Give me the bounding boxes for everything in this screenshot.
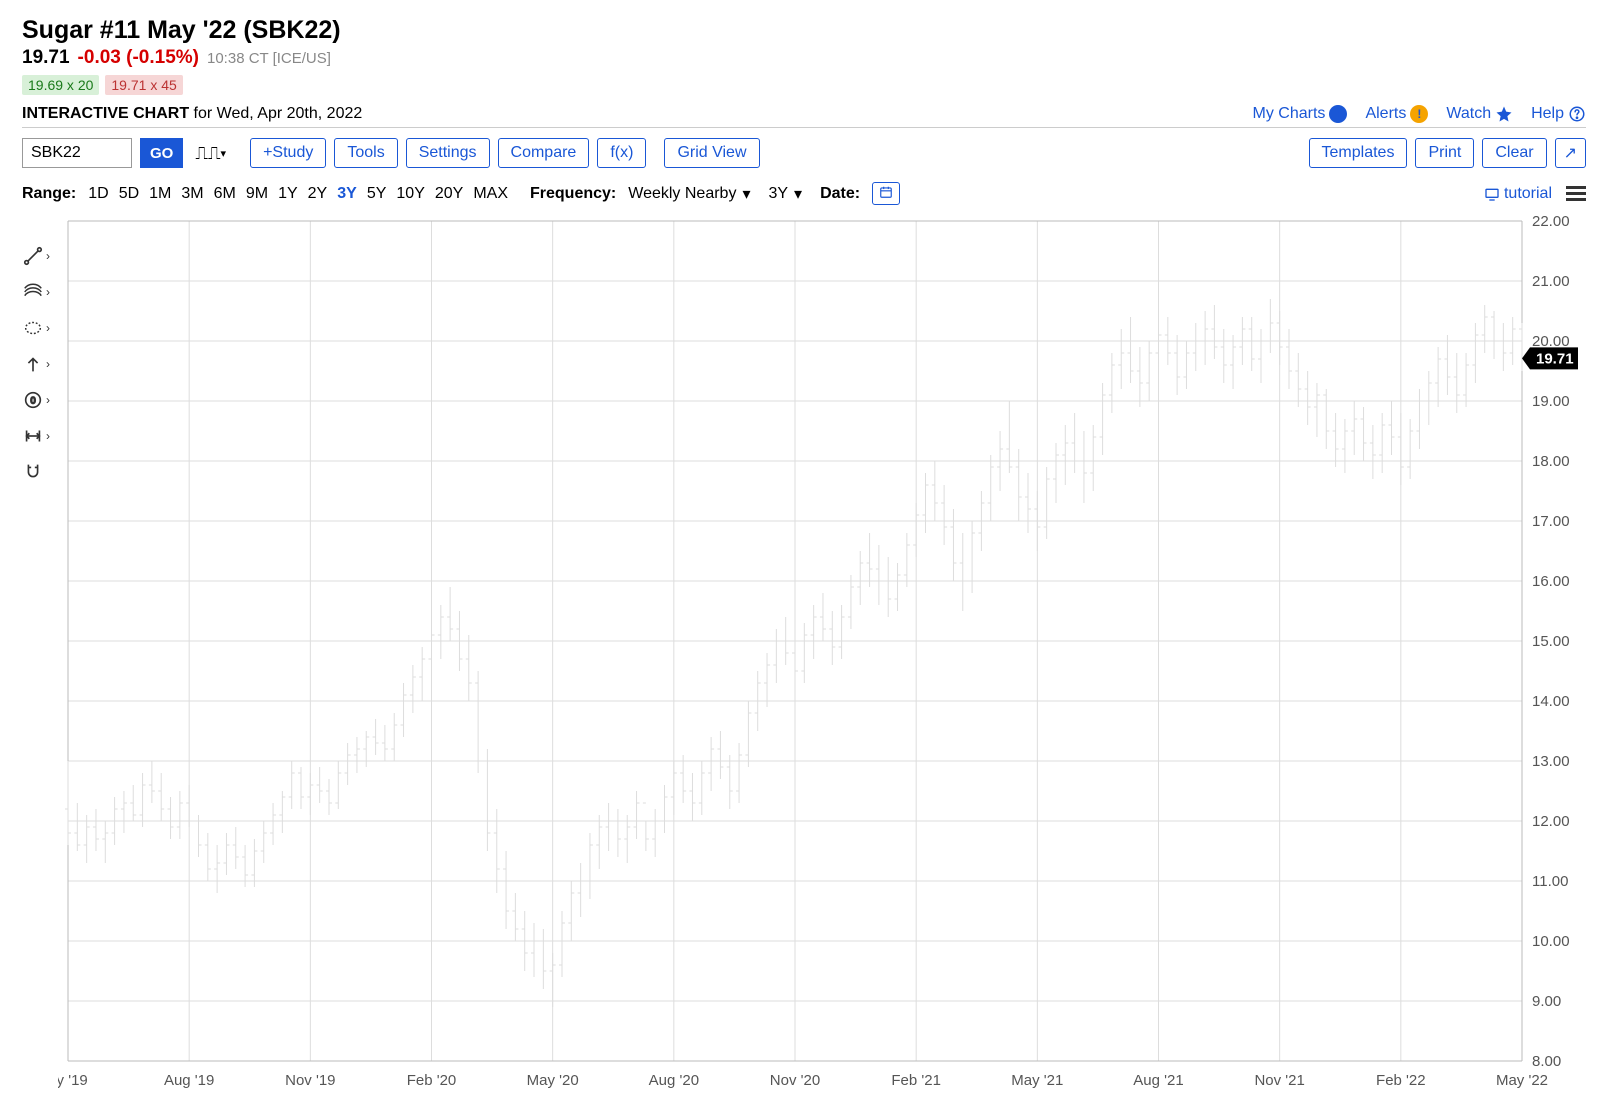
interactive-chart-label: INTERACTIVE CHART for Wed, Apr 20th, 202… bbox=[22, 105, 362, 123]
mycharts-link[interactable]: My Charts+ bbox=[1253, 105, 1348, 123]
svg-text:Feb '21: Feb '21 bbox=[891, 1072, 941, 1089]
svg-text:19.00: 19.00 bbox=[1532, 393, 1570, 410]
svg-text:Feb '22: Feb '22 bbox=[1376, 1072, 1426, 1089]
tutorial-link[interactable]: tutorial bbox=[1484, 185, 1552, 203]
svg-text:14.00: 14.00 bbox=[1532, 693, 1570, 710]
svg-text:ay '19: ay '19 bbox=[58, 1072, 88, 1089]
tutorial-icon bbox=[1484, 186, 1500, 202]
svg-text:Aug '21: Aug '21 bbox=[1133, 1072, 1183, 1089]
svg-text:0: 0 bbox=[30, 396, 35, 406]
alert-icon: ! bbox=[1410, 105, 1428, 123]
range-5y[interactable]: 5Y bbox=[367, 185, 387, 203]
star-icon bbox=[1495, 105, 1513, 123]
svg-text:21.00: 21.00 bbox=[1532, 273, 1570, 290]
trendline-tool[interactable]: › bbox=[22, 245, 50, 267]
range-2y[interactable]: 2Y bbox=[308, 185, 328, 203]
svg-text:9.00: 9.00 bbox=[1532, 993, 1561, 1010]
toolbar-fx-button[interactable]: f(x) bbox=[597, 138, 646, 168]
watch-link[interactable]: Watch bbox=[1446, 105, 1513, 123]
svg-text:Feb '20: Feb '20 bbox=[407, 1072, 457, 1089]
channel-tool[interactable]: › bbox=[22, 281, 50, 303]
toolbar-clear-button[interactable]: Clear bbox=[1482, 138, 1546, 168]
range-3y[interactable]: 3Y bbox=[337, 185, 357, 203]
drawing-tools-panel: › › › › 0› › bbox=[22, 215, 58, 1079]
date-label: Date: bbox=[820, 185, 860, 203]
toolbar-templates-button[interactable]: Templates bbox=[1309, 138, 1408, 168]
svg-text:May '20: May '20 bbox=[527, 1072, 579, 1089]
toolbar-gridview-button[interactable]: Grid View bbox=[664, 138, 759, 168]
range-1m[interactable]: 1M bbox=[149, 185, 171, 203]
plus-icon: + bbox=[1329, 105, 1347, 123]
svg-text:18.00: 18.00 bbox=[1532, 453, 1570, 470]
page-title: Sugar #11 May '22 (SBK22) bbox=[22, 16, 1586, 45]
calendar-icon bbox=[879, 185, 893, 199]
chevron-down-icon: ▾ bbox=[794, 184, 802, 204]
svg-text:Aug '20: Aug '20 bbox=[649, 1072, 699, 1089]
menu-button[interactable] bbox=[1566, 186, 1586, 201]
chart-type-icon[interactable]: ⎍⎍▾ bbox=[191, 138, 230, 168]
svg-text:May '22: May '22 bbox=[1496, 1072, 1548, 1089]
range-3m[interactable]: 3M bbox=[181, 185, 203, 203]
svg-text:22.00: 22.00 bbox=[1532, 215, 1570, 230]
range-6m[interactable]: 6M bbox=[214, 185, 236, 203]
price-change: -0.03 (-0.15%) bbox=[78, 47, 199, 69]
range-9m[interactable]: 9M bbox=[246, 185, 268, 203]
help-link[interactable]: Help bbox=[1531, 105, 1586, 123]
svg-text:13.00: 13.00 bbox=[1532, 753, 1570, 770]
range-label: Range: bbox=[22, 185, 76, 203]
help-icon bbox=[1568, 105, 1586, 123]
range-5d[interactable]: 5D bbox=[119, 185, 139, 203]
svg-text:15.00: 15.00 bbox=[1532, 633, 1570, 650]
toolbar-settings-button[interactable]: Settings bbox=[406, 138, 490, 168]
last-price: 19.71 bbox=[22, 47, 70, 69]
shape-tool[interactable]: › bbox=[22, 317, 50, 339]
symbol-input[interactable] bbox=[22, 138, 132, 168]
svg-text:8.00: 8.00 bbox=[1532, 1053, 1561, 1070]
range-1y[interactable]: 1Y bbox=[278, 185, 298, 203]
bid-badge: 19.69 x 20 bbox=[22, 75, 99, 95]
svg-text:12.00: 12.00 bbox=[1532, 813, 1570, 830]
frequency-select[interactable]: Weekly Nearby ▾ bbox=[628, 184, 750, 204]
svg-text:11.00: 11.00 bbox=[1532, 873, 1568, 890]
timestamp: 10:38 CT [ICE/US] bbox=[207, 50, 331, 67]
toolbar-print-button[interactable]: Print bbox=[1415, 138, 1474, 168]
arrow-tool[interactable]: › bbox=[22, 353, 50, 375]
svg-text:10.00: 10.00 bbox=[1532, 933, 1570, 950]
range-max[interactable]: MAX bbox=[473, 185, 508, 203]
toolbar-study-button[interactable]: +Study bbox=[250, 138, 326, 168]
chart-plot[interactable]: 8.00 9.00 10.00 11.00 12.00 13.00 14.00 15.00 16… bbox=[58, 215, 1586, 1079]
svg-text:Aug '19: Aug '19 bbox=[164, 1072, 214, 1089]
svg-text:Nov '19: Nov '19 bbox=[285, 1072, 335, 1089]
range-20y[interactable]: 20Y bbox=[435, 185, 463, 203]
range-1d[interactable]: 1D bbox=[88, 185, 108, 203]
svg-text:Nov '20: Nov '20 bbox=[770, 1072, 820, 1089]
svg-text:May '21: May '21 bbox=[1011, 1072, 1063, 1089]
magnet-tool[interactable] bbox=[22, 461, 44, 483]
frequency-label: Frequency: bbox=[530, 185, 616, 203]
range-10y[interactable]: 10Y bbox=[396, 185, 424, 203]
chevron-down-icon: ▾ bbox=[742, 184, 750, 204]
svg-text:Nov '21: Nov '21 bbox=[1254, 1072, 1304, 1089]
range-tool[interactable]: › bbox=[22, 425, 50, 447]
go-button[interactable]: GO bbox=[140, 138, 183, 168]
expand-button[interactable]: ↗ bbox=[1555, 138, 1586, 168]
measure-tool[interactable]: 0› bbox=[22, 389, 50, 411]
freq-short-select[interactable]: 3Y ▾ bbox=[768, 184, 802, 204]
svg-text:19.71: 19.71 bbox=[1536, 350, 1574, 367]
calendar-button[interactable] bbox=[872, 182, 900, 205]
svg-text:17.00: 17.00 bbox=[1532, 513, 1570, 530]
svg-text:16.00: 16.00 bbox=[1532, 573, 1570, 590]
alerts-link[interactable]: Alerts! bbox=[1365, 105, 1428, 123]
ask-badge: 19.71 x 45 bbox=[105, 75, 182, 95]
toolbar-compare-button[interactable]: Compare bbox=[498, 138, 590, 168]
toolbar-tools-button[interactable]: Tools bbox=[334, 138, 397, 168]
